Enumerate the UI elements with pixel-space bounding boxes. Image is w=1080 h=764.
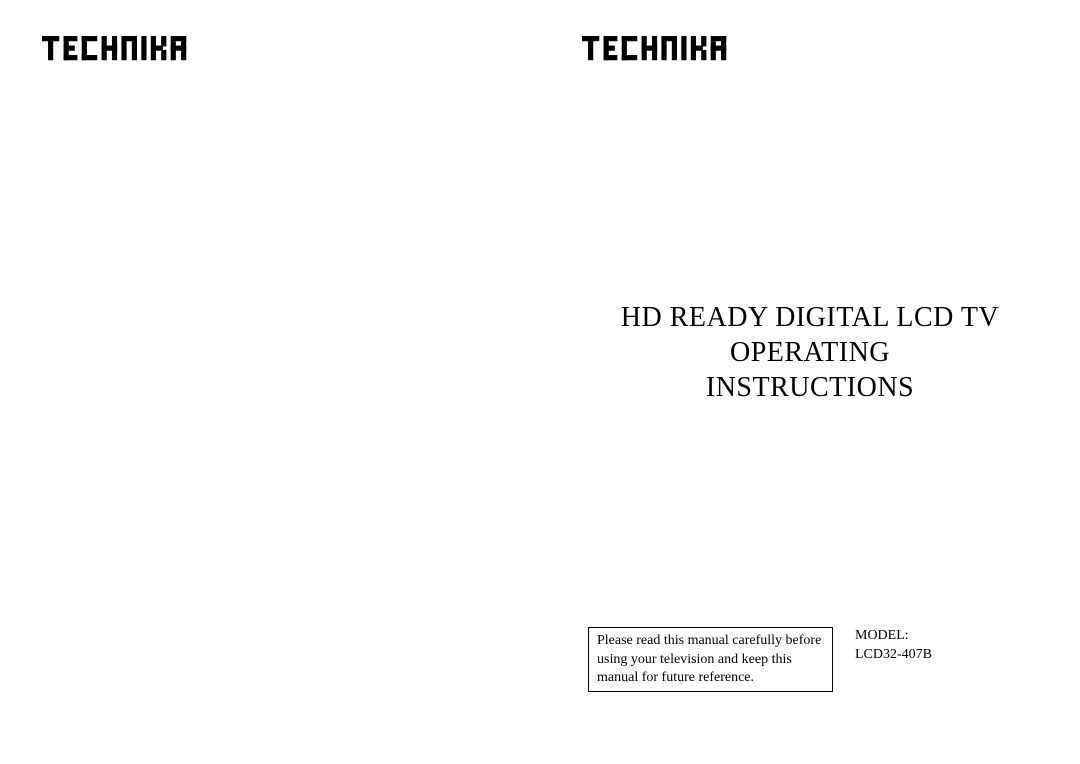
title-line-1: HD READY DIGITAL LCD TV <box>540 300 1080 335</box>
left-page <box>0 0 540 764</box>
right-page: HD READY DIGITAL LCD TV OPERATING INSTRU… <box>540 0 1080 764</box>
technika-wordmark-icon <box>42 34 232 64</box>
brand-logo-right <box>582 34 1046 72</box>
model-info: MODEL: LCD32-407B <box>855 627 932 663</box>
model-label: MODEL: <box>855 627 932 645</box>
read-manual-note: Please read this manual carefully before… <box>588 627 833 692</box>
technika-wordmark-icon <box>582 34 772 64</box>
bottom-info: Please read this manual carefully before… <box>588 627 1032 692</box>
model-value: LCD32-407B <box>855 646 932 664</box>
document-title: HD READY DIGITAL LCD TV OPERATING INSTRU… <box>540 300 1080 405</box>
brand-logo-left <box>42 34 506 72</box>
title-line-3: INSTRUCTIONS <box>540 370 1080 405</box>
title-line-2: OPERATING <box>540 335 1080 370</box>
